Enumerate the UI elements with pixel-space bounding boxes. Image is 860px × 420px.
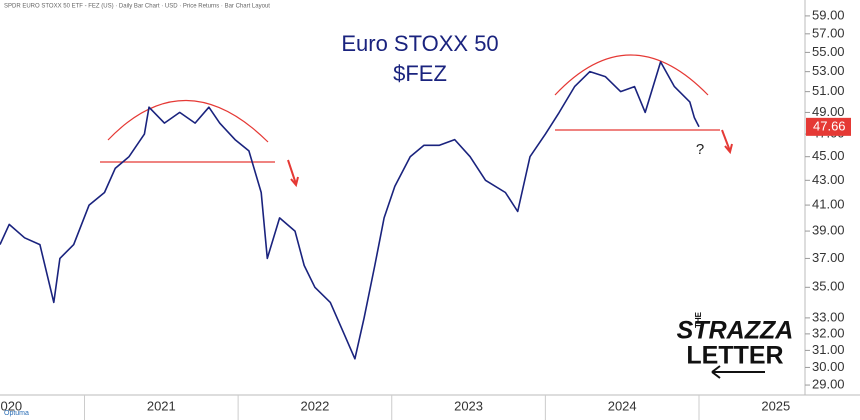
y-tick-label: 51.00 [812,83,845,98]
y-tick-label: 29.00 [812,376,845,391]
pattern-annotations [100,54,733,188]
right-arrow-head [724,143,733,155]
y-tick-label: 39.00 [812,223,845,238]
annotation: ? [696,141,704,158]
chart-title: Euro STOXX 50 [341,31,498,56]
y-tick-label: 30.00 [812,359,845,374]
y-tick-label: 33.00 [812,309,845,324]
y-tick-label: 31.00 [812,342,845,357]
x-tick-label: 2022 [300,398,329,413]
x-tick-label: 2021 [147,398,176,413]
header: SPDR EURO STOXX 50 ETF - FEZ (US) · Dail… [4,4,270,10]
price-tag [806,117,851,136]
x-tick-label: 2024 [608,398,637,413]
left-top-arc [107,100,269,143]
logo-middle: STRAZZA [677,317,794,345]
logo-bottom: LETTER [686,342,783,370]
x-tick-label: 2023 [454,398,483,413]
right-arrow [721,129,731,152]
y-tick-label: 55.00 [812,44,845,59]
left-arrow-head [290,176,299,188]
price-tag-label: 47.66 [813,118,846,133]
y-tick-label: 45.00 [812,148,845,163]
y-tick-label: 57.00 [812,25,845,40]
y-tick-label: 37.00 [812,250,845,265]
y-tick-label: 35.00 [812,279,845,294]
y-tick-label: 32.00 [812,325,845,340]
left-arrow [287,159,297,185]
logo-pen [711,365,765,379]
y-tick-label: 59.00 [812,7,845,22]
chart-subtitle: $FEZ [393,61,447,86]
price-line [0,61,700,360]
y-tick-label: 41.00 [812,197,845,212]
y-tick-label: 49.00 [812,104,845,119]
right-top-arc [554,54,709,96]
y-tick-label: 53.00 [812,63,845,78]
y-tick-label: 43.00 [812,172,845,187]
logo-top: THE [694,311,703,328]
x-tick-label: 2025 [761,398,790,413]
logo: THE STRAZZA LETTER [677,311,794,379]
provider: Optuma [4,410,29,417]
